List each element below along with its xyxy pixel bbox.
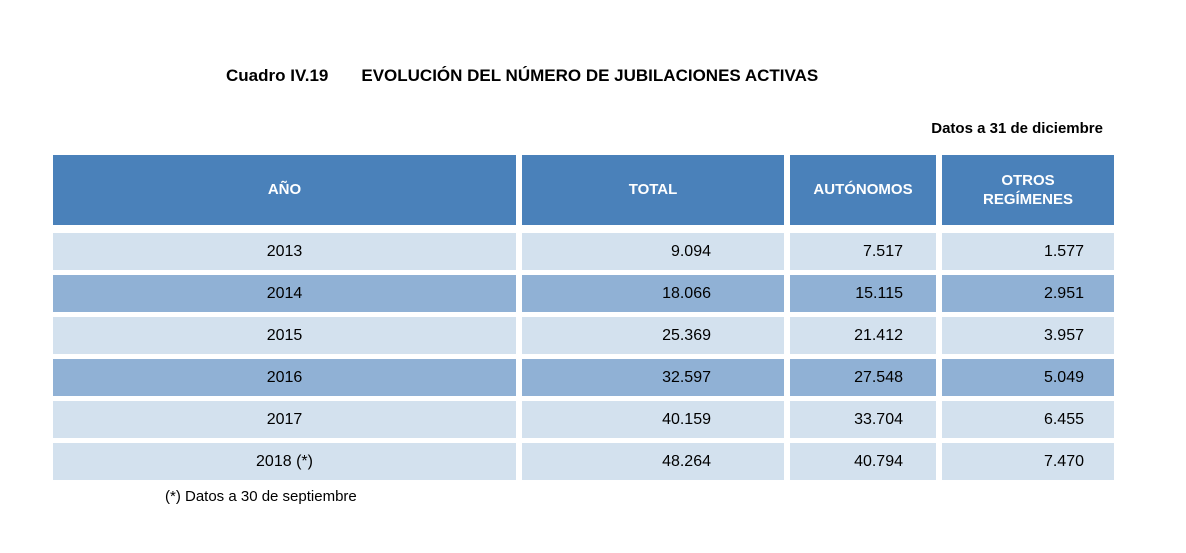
cell-otros-regimenes: 3.957: [942, 317, 1114, 354]
cell-year: 2018 (*): [53, 443, 516, 480]
table-row: 2013 9.094 7.517 1.577: [53, 233, 1114, 270]
table-caption: Cuadro IV.19 EVOLUCIÓN DEL NÚMERO DE JUB…: [226, 66, 818, 86]
jubilaciones-activas-table: AÑO TOTAL AUTÓNOMOS OTROS REGÍMENES 2013…: [53, 155, 1114, 480]
cell-total: 18.066: [522, 275, 784, 312]
table-row: 2014 18.066 15.115 2.951: [53, 275, 1114, 312]
cell-total: 25.369: [522, 317, 784, 354]
cell-total: 40.159: [522, 401, 784, 438]
cell-autonomos: 27.548: [790, 359, 936, 396]
cell-year: 2013: [53, 233, 516, 270]
table-row: 2015 25.369 21.412 3.957: [53, 317, 1114, 354]
caption-label: Cuadro IV.19: [226, 66, 329, 85]
cell-autonomos: 15.115: [790, 275, 936, 312]
header-cell-otros-regimenes: OTROS REGÍMENES: [942, 155, 1114, 225]
cell-total: 32.597: [522, 359, 784, 396]
table-header-row: AÑO TOTAL AUTÓNOMOS OTROS REGÍMENES: [53, 155, 1114, 225]
cell-total: 9.094: [522, 233, 784, 270]
cell-otros-regimenes: 7.470: [942, 443, 1114, 480]
page-title: EVOLUCIÓN DEL NÚMERO DE JUBILACIONES ACT…: [361, 66, 819, 85]
table-row: 2016 32.597 27.548 5.049: [53, 359, 1114, 396]
table-row: 2017 40.159 33.704 6.455: [53, 401, 1114, 438]
cell-otros-regimenes: 1.577: [942, 233, 1114, 270]
cell-year: 2016: [53, 359, 516, 396]
table-body: 2013 9.094 7.517 1.577 2014 18.066 15.11…: [53, 233, 1114, 480]
cell-year: 2015: [53, 317, 516, 354]
header-cell-ano: AÑO: [53, 155, 516, 225]
cell-year: 2014: [53, 275, 516, 312]
cell-otros-regimenes: 6.455: [942, 401, 1114, 438]
cell-total: 48.264: [522, 443, 784, 480]
cell-autonomos: 21.412: [790, 317, 936, 354]
cell-autonomos: 33.704: [790, 401, 936, 438]
footnote: (*) Datos a 30 de septiembre: [165, 488, 357, 505]
cell-otros-regimenes: 5.049: [942, 359, 1114, 396]
data-as-of-note: Datos a 31 de diciembre: [931, 120, 1103, 137]
header-cell-autonomos: AUTÓNOMOS: [790, 155, 936, 225]
table-row: 2018 (*) 48.264 40.794 7.470: [53, 443, 1114, 480]
cell-autonomos: 7.517: [790, 233, 936, 270]
header-cell-total: TOTAL: [522, 155, 784, 225]
cell-year: 2017: [53, 401, 516, 438]
cell-autonomos: 40.794: [790, 443, 936, 480]
cell-otros-regimenes: 2.951: [942, 275, 1114, 312]
